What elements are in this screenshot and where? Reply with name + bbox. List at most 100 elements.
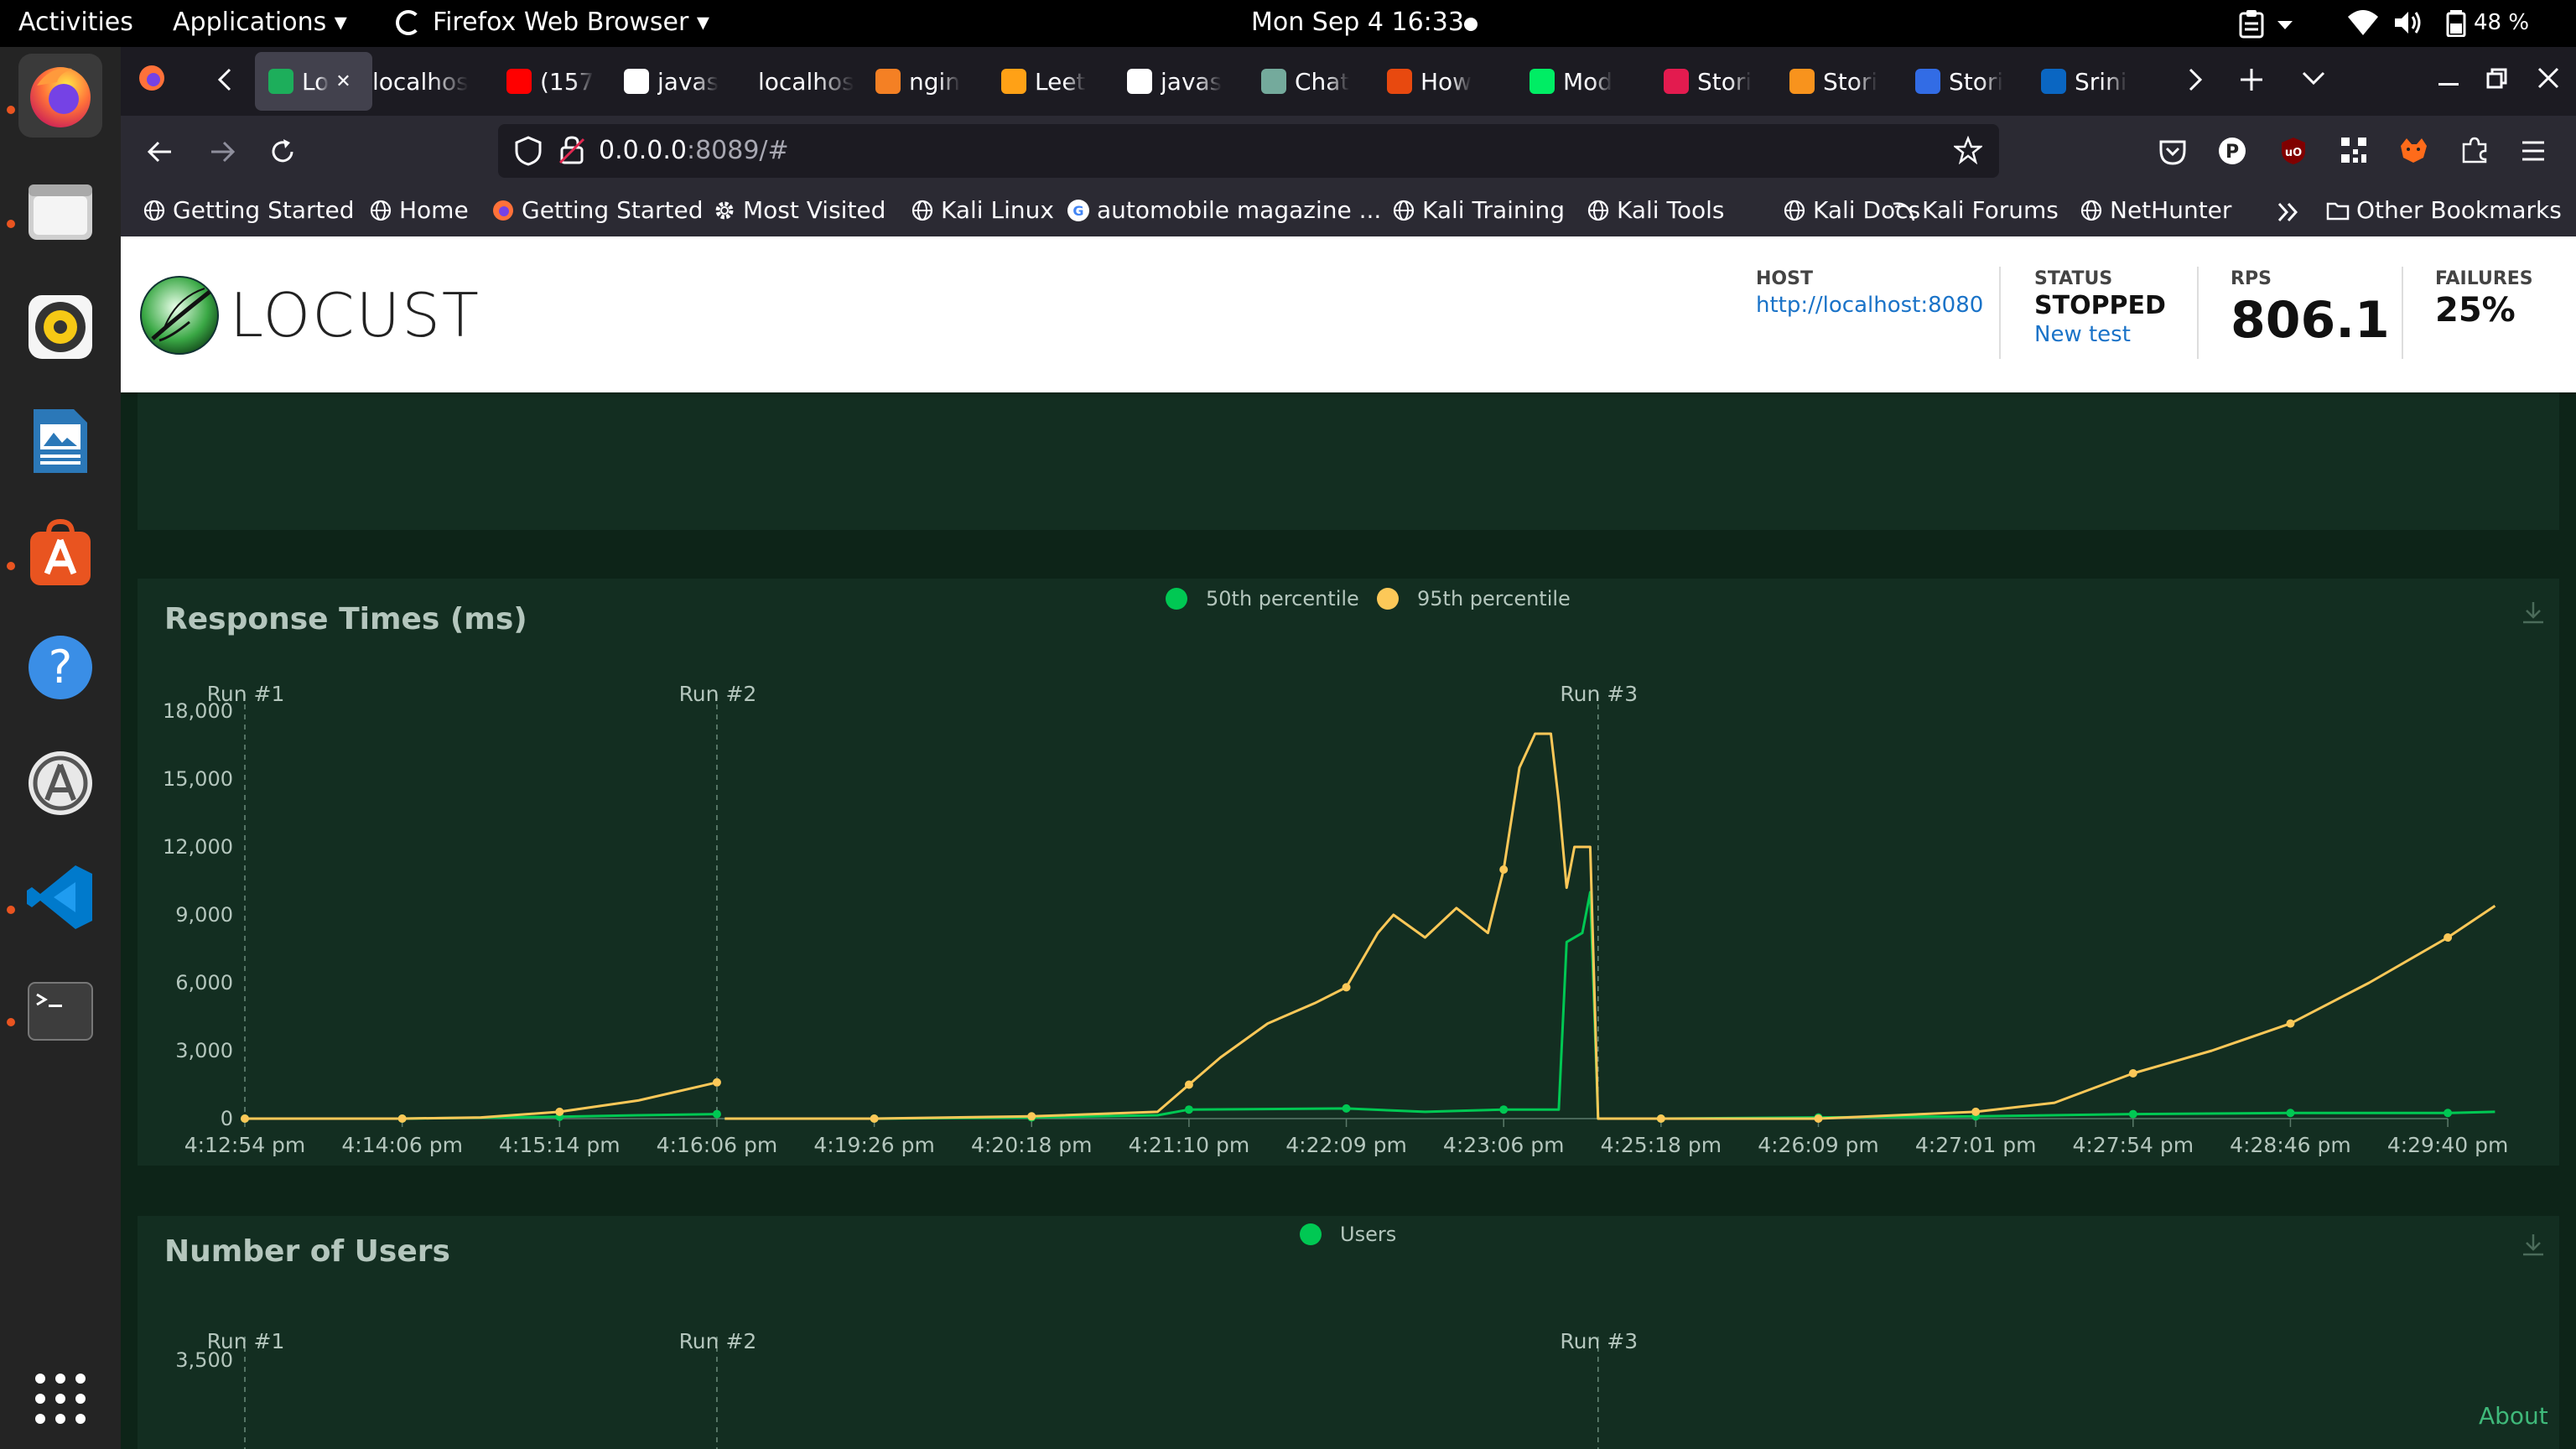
bookmark-item[interactable]: Kali Forums <box>1892 196 2059 224</box>
browser-tab[interactable]: ngin <box>875 52 984 111</box>
host-link[interactable]: http://localhost:8080 <box>1756 293 1984 318</box>
back-icon[interactable] <box>146 138 174 169</box>
x-tick-label: 4:12:54 pm <box>184 1133 306 1157</box>
pocket-icon[interactable] <box>2158 138 2187 169</box>
browser-tab[interactable]: javas <box>1127 52 1236 111</box>
list-all-tabs-icon[interactable] <box>2301 69 2326 92</box>
firefox-view-icon[interactable] <box>138 64 166 96</box>
firefox-app-menu[interactable]: Firefox Web Browser ▾ <box>396 8 709 37</box>
browser-tab[interactable]: Stori <box>1915 52 2024 111</box>
profile-p-icon[interactable]: P <box>2217 136 2247 169</box>
dock-vscode[interactable] <box>18 855 102 939</box>
dock-help[interactable]: ? <box>18 626 102 709</box>
browser-tab[interactable]: How <box>1387 52 1496 111</box>
legend-label: 95th percentile <box>1417 587 1571 610</box>
dock-firefox[interactable] <box>18 54 102 138</box>
close-window-icon[interactable] <box>2536 65 2561 94</box>
run-marker-label: Run #1 <box>207 1329 285 1353</box>
activities-button[interactable]: Activities <box>18 8 133 37</box>
download-icon[interactable] <box>2521 1233 2546 1258</box>
data-point-p50 <box>712 1109 721 1119</box>
browser-tab[interactable]: (157 <box>506 52 615 111</box>
more-bookmarks-chevron-icon[interactable] <box>2276 200 2301 231</box>
locust-logo-icon[interactable] <box>138 273 221 361</box>
bookmarks-toolbar: Getting Started Home Getting Started Most V… <box>121 190 2576 236</box>
clipboard-icon[interactable] <box>2237 8 2266 45</box>
foxyproxy-icon[interactable] <box>2398 136 2428 168</box>
url-bar[interactable]: 0.0.0.0:8089/# <box>498 124 1999 178</box>
dock-files[interactable] <box>18 169 102 253</box>
bookmark-item[interactable]: Kali Training <box>1392 196 1565 224</box>
battery-percent: 48 % <box>2474 10 2530 35</box>
battery-icon[interactable] <box>2444 8 2469 44</box>
x-tick-label: 4:21:10 pm <box>1129 1133 1250 1157</box>
firefox-icon <box>493 200 513 221</box>
dock-libreoffice-impress[interactable] <box>18 399 102 483</box>
x-tick-label: 4:15:14 pm <box>499 1133 621 1157</box>
forward-icon[interactable] <box>208 138 236 169</box>
restore-icon[interactable] <box>2485 67 2509 94</box>
other-bookmarks[interactable]: Other Bookmarks <box>2326 196 2562 224</box>
browser-tab[interactable]: javas <box>624 52 733 111</box>
tracking-shield-icon[interactable] <box>515 136 542 173</box>
browser-tab[interactable]: localhos <box>758 52 867 111</box>
browser-tab[interactable]: Chat <box>1261 52 1370 111</box>
browser-tab[interactable]: Stori <box>1789 52 1898 111</box>
browser-tab[interactable]: localhos <box>372 52 481 111</box>
legend-item-users[interactable]: Users <box>1300 1223 1396 1246</box>
download-icon[interactable] <box>2521 600 2546 626</box>
about-link[interactable]: About <box>2479 1402 2548 1430</box>
dropdown-arrow-icon[interactable] <box>2276 12 2294 41</box>
close-tab-icon[interactable]: ✕ <box>335 70 351 92</box>
scroll-tabs-right-icon[interactable] <box>2184 67 2205 96</box>
applications-menu[interactable]: Applications ▾ <box>173 8 347 37</box>
extensions-puzzle-icon[interactable] <box>2460 136 2489 168</box>
run-marker-label: Run #3 <box>1560 1329 1638 1353</box>
bookmark-item[interactable]: Kali Linux <box>911 196 1054 224</box>
browser-tab[interactable]: Stori <box>1664 52 1773 111</box>
minimize-icon[interactable] <box>2438 75 2460 91</box>
dock-rhythmbox[interactable] <box>18 285 102 369</box>
users-panel: Number of Users Users 3,500 Run #1 Run #2 R… <box>138 1216 2559 1449</box>
dock-terminal[interactable] <box>18 969 102 1053</box>
browser-tab[interactable]: Srini <box>2041 52 2150 111</box>
url-text[interactable]: 0.0.0.0:8089/# <box>599 136 789 165</box>
bookmark-star-icon[interactable] <box>1952 135 1984 171</box>
insecure-lock-icon[interactable] <box>558 134 587 173</box>
dock-software-updater[interactable] <box>18 741 102 825</box>
kali-dragon-icon <box>1893 201 1915 221</box>
reload-icon[interactable] <box>268 138 297 169</box>
dock-software[interactable] <box>18 512 102 595</box>
bookmark-item[interactable]: Kali Tools <box>1587 196 1724 224</box>
host-label: HOST <box>1756 268 1813 289</box>
legend-item-p50[interactable]: 50th percentile <box>1166 587 1359 610</box>
legend-label: 50th percentile <box>1206 587 1359 610</box>
bookmark-item[interactable]: Getting Started <box>143 196 354 224</box>
new-tab-icon[interactable] <box>2237 65 2266 97</box>
bookmark-item[interactable]: Most Visited <box>713 196 886 224</box>
data-point-p95 <box>1971 1107 1981 1116</box>
legend-item-p95[interactable]: 95th percentile <box>1377 587 1571 610</box>
wifi-icon[interactable] <box>2348 8 2378 44</box>
show-apps-button[interactable] <box>18 1357 102 1441</box>
bookmark-item[interactable]: Home <box>369 196 469 224</box>
volume-icon[interactable] <box>2393 8 2423 44</box>
bookmark-item[interactable]: NetHunter <box>2080 196 2231 224</box>
bookmark-item[interactable]: Getting Started <box>491 196 703 224</box>
browser-tab[interactable]: Mod <box>1530 52 1639 111</box>
x-tick-label: 4:29:40 pm <box>2387 1133 2509 1157</box>
new-test-link[interactable]: New test <box>2034 322 2131 347</box>
run-marker-label: Run #2 <box>679 682 757 706</box>
browser-tab[interactable]: Leet <box>1001 52 1110 111</box>
qr-extension-icon[interactable] <box>2340 136 2368 168</box>
firefox-icon <box>30 67 91 127</box>
browser-tab[interactable]: Lo ✕ <box>255 52 372 111</box>
scroll-tabs-left-icon[interactable] <box>215 67 236 96</box>
hamburger-menu-icon[interactable] <box>2521 139 2546 166</box>
ublock-icon[interactable]: uO <box>2279 136 2308 169</box>
tab-title: Stori <box>1823 67 1878 96</box>
clock[interactable]: Mon Sep 4 16:33 <box>1251 8 1464 37</box>
bookmark-item[interactable]: Kali Docs <box>1783 196 1920 224</box>
response-times-chart: 0 3,000 6,000 9,000 12,000 15,000 18,000 4:12:5… <box>163 682 2509 1157</box>
